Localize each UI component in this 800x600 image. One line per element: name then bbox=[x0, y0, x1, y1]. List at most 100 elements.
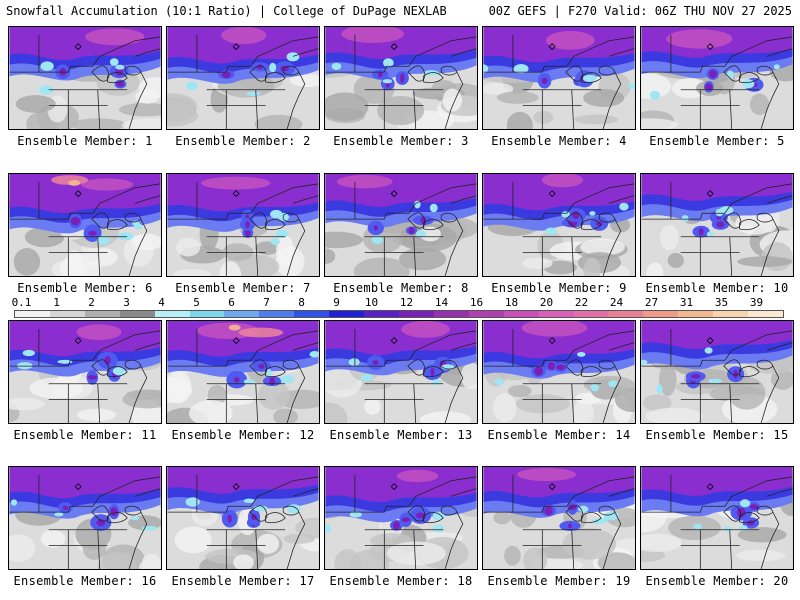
colorbar-segment bbox=[678, 311, 714, 317]
ensemble-member-label: Ensemble Member: 8 bbox=[333, 281, 469, 295]
colorbar-segment bbox=[119, 311, 155, 317]
snowfall-map bbox=[167, 467, 319, 569]
ensemble-member-label: Ensemble Member: 4 bbox=[491, 134, 627, 148]
snowfall-map bbox=[325, 174, 477, 276]
snowfall-map bbox=[9, 174, 161, 276]
ensemble-member-label: Ensemble Member: 9 bbox=[491, 281, 627, 295]
snowfall-map bbox=[325, 27, 477, 129]
ensemble-map-panel bbox=[8, 466, 162, 570]
ensemble-map-panel bbox=[640, 173, 794, 277]
ensemble-member-label: Ensemble Member: 14 bbox=[487, 428, 631, 442]
snowfall-map bbox=[9, 321, 161, 423]
snowfall-map bbox=[167, 321, 319, 423]
ensemble-member-label: Ensemble Member: 13 bbox=[329, 428, 473, 442]
colorbar-segment bbox=[433, 311, 469, 317]
ensemble-member-label: Ensemble Member: 3 bbox=[333, 134, 469, 148]
ensemble-member-label: Ensemble Member: 16 bbox=[13, 574, 157, 588]
ensemble-map-panel bbox=[640, 320, 794, 424]
ensemble-map-panel bbox=[640, 26, 794, 130]
ensemble-map-panel bbox=[8, 173, 162, 277]
ensemble-map-panel bbox=[324, 466, 478, 570]
colorbar-segment bbox=[573, 311, 609, 317]
snowfall-map bbox=[9, 27, 161, 129]
colorbar-tick-label: 2 bbox=[88, 296, 95, 309]
ensemble-member-label: Ensemble Member: 7 bbox=[175, 281, 311, 295]
colorbar-tick-label: 39 bbox=[749, 296, 764, 309]
snowfall-map bbox=[9, 467, 161, 569]
ensemble-map-panel bbox=[166, 320, 320, 424]
ensemble-member-label: Ensemble Member: 11 bbox=[13, 428, 157, 442]
colorbar-segment bbox=[398, 311, 434, 317]
snowfall-map bbox=[483, 174, 635, 276]
snowfall-map bbox=[641, 321, 793, 423]
colorbar-tick-label: 12 bbox=[399, 296, 414, 309]
colorbar-segment bbox=[468, 311, 504, 317]
colorbar-segment bbox=[329, 311, 365, 317]
colorbar-segment bbox=[643, 311, 679, 317]
ensemble-map-panel bbox=[640, 466, 794, 570]
ensemble-member-label: Ensemble Member: 5 bbox=[649, 134, 785, 148]
ensemble-map-panel bbox=[482, 320, 636, 424]
ensemble-map-panel bbox=[482, 26, 636, 130]
ensemble-member-label: Ensemble Member: 10 bbox=[645, 281, 789, 295]
run-valid-time: 00Z GEFS | F270 Valid: 06Z THU NOV 27 20… bbox=[488, 4, 792, 18]
colorbar-tick-label: 6 bbox=[228, 296, 235, 309]
ensemble-member-label: Ensemble Member: 18 bbox=[329, 574, 473, 588]
colorbar-tick-label: 22 bbox=[574, 296, 589, 309]
colorbar-segment bbox=[154, 311, 190, 317]
colorbar-tick-label: 14 bbox=[434, 296, 449, 309]
colorbar-segment bbox=[538, 311, 574, 317]
snowfall-map bbox=[641, 174, 793, 276]
colorbar-segment bbox=[224, 311, 260, 317]
colorbar-tick-label: 7 bbox=[263, 296, 270, 309]
colorbar-segment bbox=[364, 311, 399, 317]
snowfall-map bbox=[641, 27, 793, 129]
colorbar-labels: 0.1 1 2 3 4 5 6 7 8 9 10 12 14 16 18 20 22 24 27 31 35 39 bbox=[11, 296, 784, 310]
colorbar-tick-label: 3 bbox=[123, 296, 130, 309]
snowfall-map bbox=[483, 467, 635, 569]
colorbar-tick-label: 20 bbox=[539, 296, 554, 309]
colorbar-tick-label: 0.1 bbox=[11, 296, 32, 309]
colorbar-segment bbox=[713, 311, 749, 317]
colorbar-segment bbox=[259, 311, 295, 317]
colorbar-segment bbox=[503, 311, 539, 317]
snowfall-map bbox=[483, 321, 635, 423]
colorbar-tick-label: 5 bbox=[193, 296, 200, 309]
colorbar-tick-label: 1 bbox=[53, 296, 60, 309]
ensemble-map-panel bbox=[324, 320, 478, 424]
colorbar-tick-label: 16 bbox=[469, 296, 484, 309]
colorbar-segment bbox=[49, 311, 85, 317]
colorbar-tick-label: 18 bbox=[504, 296, 519, 309]
ensemble-member-label: Ensemble Member: 1 bbox=[17, 134, 153, 148]
map-title: Snowfall Accumulation (10:1 Ratio) | Col… bbox=[6, 4, 447, 18]
colorbar-tick-label: 27 bbox=[644, 296, 659, 309]
colorbar-segment bbox=[608, 311, 644, 317]
ensemble-member-label: Ensemble Member: 15 bbox=[645, 428, 789, 442]
snowfall-colorbar bbox=[14, 310, 784, 318]
colorbar-segment bbox=[748, 311, 783, 317]
colorbar-tick-label: 24 bbox=[609, 296, 624, 309]
snowfall-map bbox=[483, 27, 635, 129]
ensemble-member-label: Ensemble Member: 19 bbox=[487, 574, 631, 588]
colorbar-segment bbox=[294, 311, 330, 317]
ensemble-map-panel bbox=[324, 173, 478, 277]
ensemble-member-label: Ensemble Member: 20 bbox=[645, 574, 789, 588]
ensemble-map-panel bbox=[482, 173, 636, 277]
snowfall-map bbox=[325, 467, 477, 569]
colorbar-tick-label: 35 bbox=[714, 296, 729, 309]
snowfall-map bbox=[167, 27, 319, 129]
snowfall-map bbox=[325, 321, 477, 423]
colorbar-segment bbox=[15, 311, 50, 317]
ensemble-member-label: Ensemble Member: 6 bbox=[17, 281, 153, 295]
snowfall-map bbox=[641, 467, 793, 569]
colorbar-tick-label: 8 bbox=[298, 296, 305, 309]
ensemble-map-panel bbox=[166, 466, 320, 570]
ensemble-map-panel bbox=[166, 173, 320, 277]
colorbar-segment bbox=[84, 311, 120, 317]
ensemble-map-panel bbox=[166, 26, 320, 130]
ensemble-map-panel bbox=[482, 466, 636, 570]
colorbar-tick-label: 4 bbox=[158, 296, 165, 309]
ensemble-map-panel bbox=[8, 26, 162, 130]
ensemble-map-panel bbox=[8, 320, 162, 424]
ensemble-member-label: Ensemble Member: 2 bbox=[175, 134, 311, 148]
